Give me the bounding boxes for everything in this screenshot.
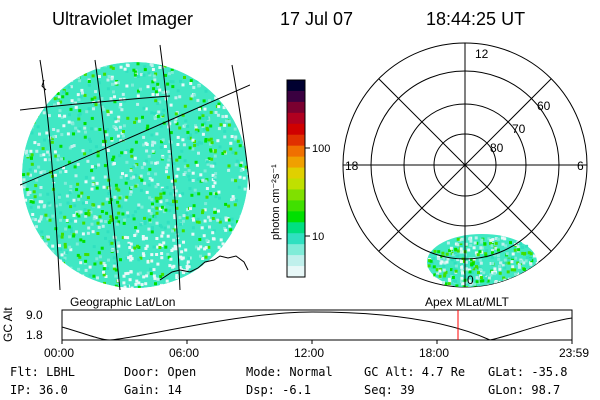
param-dsp: Dsp: -6.1 [246, 383, 312, 397]
mlt-label-noon: 12 [475, 47, 489, 61]
colorbar-swatch [287, 90, 305, 103]
colorbar-swatch [287, 167, 305, 180]
lat-label-70: 70 [512, 122, 526, 136]
param-ip: IP: 36.0 [10, 383, 68, 397]
mlt-label-dusk: 18 [345, 159, 359, 173]
instrument-title: Ultraviolet Imager [52, 9, 194, 29]
colorbar-swatch [287, 211, 305, 223]
param-glat: GLat: -35.8 [488, 365, 568, 379]
coastline [41, 79, 249, 281]
orbit-x-tick-1200: 12:00 [294, 346, 325, 360]
orbit-x-tick-0600: 06:00 [169, 346, 200, 360]
colorbar-swatch [287, 112, 305, 125]
colorbar-unit-label: photon cm⁻²s⁻¹ [270, 164, 282, 240]
colorbar-swatch [287, 222, 305, 234]
param-mode: Mode: Normal [246, 365, 333, 379]
colorbar-swatch [287, 233, 305, 245]
colorbar-swatch [287, 134, 305, 147]
colorbar-tick-10: 10 [312, 231, 324, 243]
param-door: Door: Open [124, 365, 197, 379]
orbit-altitude-plot [61, 309, 573, 344]
colorbar-swatch [287, 255, 305, 267]
color-bar: 100 10 photon cm⁻²s⁻¹ [270, 79, 330, 278]
apex-polar-plot: 12 18 6 0 60 70 80 [342, 42, 588, 288]
colorbar-swatch [287, 156, 305, 169]
colorbar-swatch [287, 244, 305, 256]
apex-panel-label: Apex MLat/MLT [425, 295, 509, 309]
orbit-y-tick-high: 9.0 [26, 308, 43, 322]
colorbar-swatch [287, 189, 305, 201]
colorbar-swatch [287, 80, 305, 92]
orbit-x-tick-0000: 00:00 [44, 346, 75, 360]
param-gc-alt: GC Alt: 4.7 Re [364, 365, 466, 379]
colorbar-swatch [287, 101, 305, 114]
geo-panel-label: Geographic Lat/Lon [70, 295, 176, 309]
param-gain: Gain: 14 [124, 383, 182, 397]
lat-label-80: 80 [490, 141, 504, 155]
orbit-x-tick-1800: 18:00 [419, 346, 450, 360]
orbit-y-tick-low: 1.8 [26, 328, 43, 342]
orbit-y-axis-label: GC Alt [1, 307, 15, 342]
geo-grid [20, 44, 250, 290]
colorbar-tick-100: 100 [312, 143, 330, 155]
param-seq: Seq: 39 [364, 383, 415, 397]
mlt-label-dawn: 6 [577, 159, 584, 173]
orbit-x-tick-2359: 23:59 [559, 346, 590, 360]
colorbar-swatch [287, 266, 305, 278]
param-glon: GLon: 98.7 [488, 383, 561, 397]
colorbar-swatch [287, 145, 305, 158]
colorbar-swatch [287, 123, 305, 136]
colorbar-swatch [287, 200, 305, 212]
mlt-label-midnight: 0 [467, 273, 474, 287]
lat-label-60: 60 [537, 99, 551, 113]
date-label: 17 Jul 07 [280, 9, 354, 29]
time-label: 18:44:25 UT [426, 9, 526, 29]
colorbar-swatch [287, 178, 305, 191]
param-filter: Flt: LBHL [10, 365, 76, 379]
